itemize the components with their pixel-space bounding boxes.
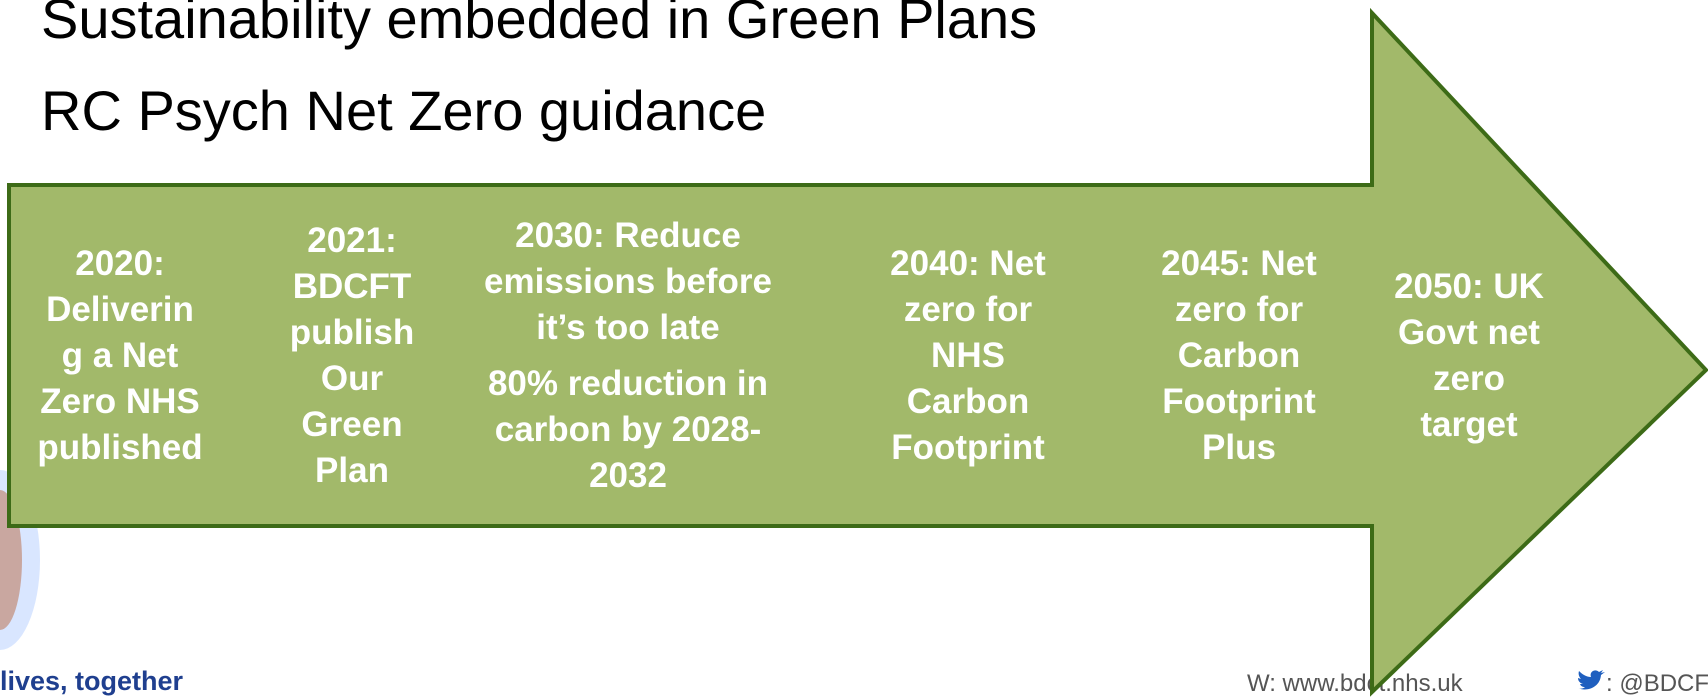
timeline-text: 2050: UK Govt net zero target <box>1389 264 1549 448</box>
timeline-item: 2020: Delivering a Net Zero NHS publishe… <box>36 185 204 526</box>
timeline-item: 2021: BDCFT publish Our Green Plan <box>282 185 422 526</box>
timeline-item: 2040: Net zero for NHS Carbon Footprint <box>873 185 1063 526</box>
timeline-text: 2045: Net zero for Carbon Footprint Plus <box>1144 241 1334 471</box>
slide: Sustainability embedded in Green Plans R… <box>0 0 1708 698</box>
timeline-item: 2045: Net zero for Carbon Footprint Plus <box>1144 185 1334 526</box>
timeline-item: 2030: Reduce emissions before it’s too l… <box>468 185 788 526</box>
timeline-text: 2021: BDCFT publish Our Green Plan <box>282 218 422 494</box>
timeline-text: 2020: Delivering a Net Zero NHS publishe… <box>36 241 204 471</box>
timeline-text: 80% reduction in carbon by 2028-2032 <box>468 361 788 499</box>
timeline-text: 2040: Net zero for NHS Carbon Footprint <box>873 241 1063 471</box>
timeline-text: 2030: Reduce emissions before it’s too l… <box>468 213 788 351</box>
timeline-item: 2050: UK Govt net zero target <box>1389 185 1549 526</box>
